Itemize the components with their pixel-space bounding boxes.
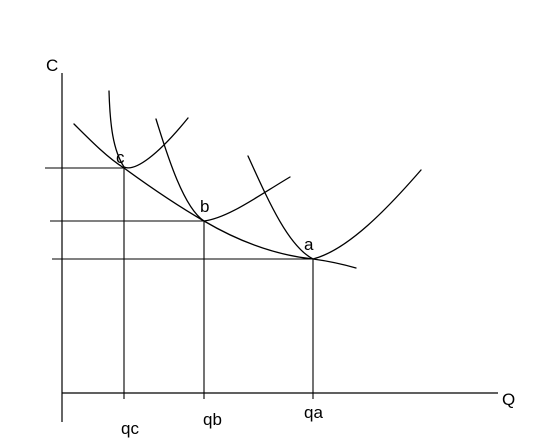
y-axis-label: C	[46, 56, 58, 75]
point-label-b: b	[200, 197, 209, 216]
tick-label-qb: qb	[203, 410, 222, 429]
point-label-a: a	[304, 235, 314, 254]
x-axis-label: Q	[502, 390, 515, 409]
point-label-c: c	[116, 148, 125, 167]
short-run-curve-a	[247, 155, 422, 260]
long-run-envelope-curve	[73, 123, 357, 269]
tick-label-qa: qa	[304, 403, 323, 422]
short-run-curve-b	[155, 118, 291, 222]
tick-label-qc: qc	[121, 419, 139, 438]
